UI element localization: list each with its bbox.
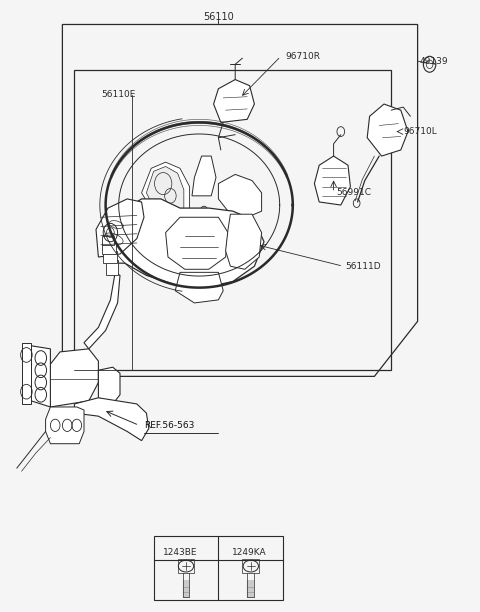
Polygon shape [214, 80, 254, 122]
Polygon shape [102, 243, 116, 254]
Polygon shape [146, 166, 184, 217]
Polygon shape [46, 349, 98, 407]
Text: 56991C: 56991C [336, 188, 371, 197]
Polygon shape [102, 236, 114, 245]
Bar [242, 559, 259, 573]
Text: 1249KA: 1249KA [232, 548, 267, 556]
Polygon shape [166, 217, 228, 269]
Polygon shape [142, 162, 190, 223]
Polygon shape [226, 214, 262, 269]
Polygon shape [31, 346, 50, 407]
Text: 49139: 49139 [420, 57, 449, 65]
Polygon shape [175, 272, 223, 303]
Text: 56110E: 56110E [101, 91, 135, 99]
Text: 56111D: 56111D [346, 262, 381, 271]
Polygon shape [22, 343, 31, 404]
Text: REF.56-563: REF.56-563 [144, 421, 194, 430]
Text: 96710R: 96710R [286, 52, 321, 61]
Circle shape [200, 206, 208, 216]
Bar [178, 559, 194, 573]
Bar [154, 536, 283, 600]
Polygon shape [96, 199, 144, 257]
Polygon shape [84, 272, 120, 349]
Polygon shape [218, 174, 262, 217]
Polygon shape [367, 104, 408, 156]
Text: 96710L: 96710L [403, 127, 437, 136]
Polygon shape [98, 367, 120, 404]
Text: 56110: 56110 [203, 12, 234, 22]
Polygon shape [103, 251, 117, 263]
Polygon shape [46, 407, 84, 444]
Polygon shape [106, 260, 118, 275]
Polygon shape [314, 156, 350, 205]
Polygon shape [74, 398, 149, 441]
Polygon shape [108, 199, 264, 288]
Polygon shape [192, 156, 216, 196]
Text: 1243BE: 1243BE [163, 548, 197, 556]
